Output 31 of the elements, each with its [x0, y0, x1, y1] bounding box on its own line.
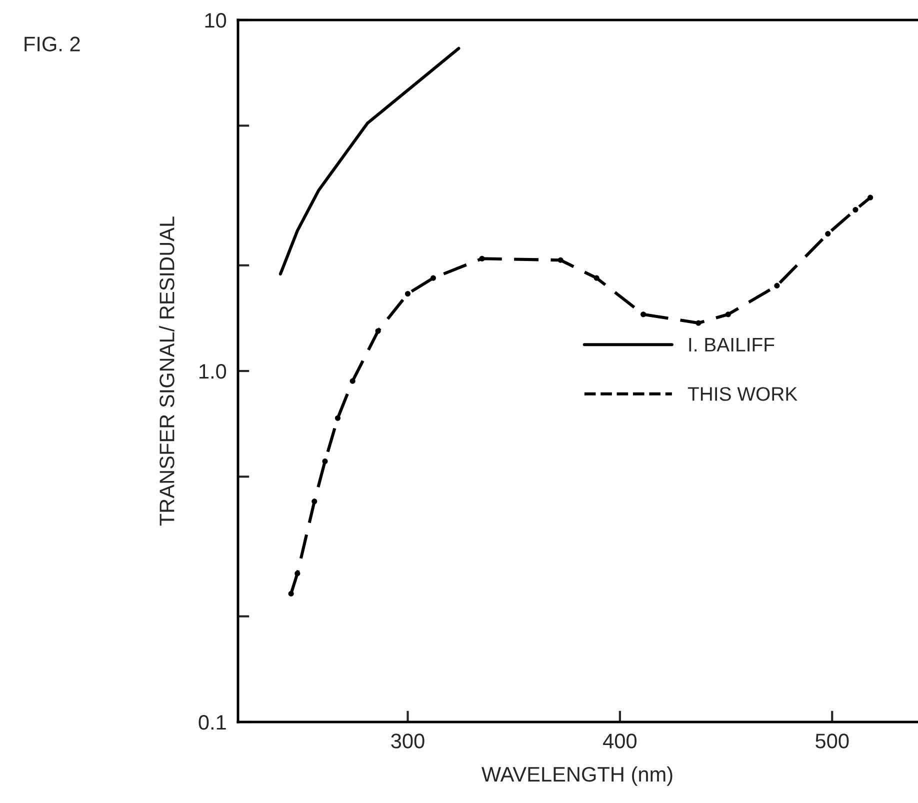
- point: [825, 231, 831, 237]
- point: [404, 290, 411, 297]
- point: [334, 415, 341, 421]
- point: [322, 458, 328, 464]
- point: [430, 275, 436, 281]
- point: [312, 498, 318, 504]
- point: [479, 256, 485, 262]
- x-tick-label: 500: [816, 734, 849, 748]
- text: FIG. 2: [24, 36, 80, 52]
- y-axis-title: TRANSFER SIGNAL/ RESIDUAL: [159, 216, 174, 526]
- point: [288, 590, 294, 596]
- point: [868, 194, 874, 200]
- point: [350, 378, 356, 384]
- point: [558, 257, 564, 263]
- x-tick-label: 400: [603, 734, 637, 748]
- point: [294, 570, 300, 576]
- point: [375, 328, 381, 334]
- x-axis-title: WAVELENGTH (nm): [482, 766, 672, 786]
- point: [696, 320, 702, 326]
- y-tick-label: 0.1: [198, 715, 226, 730]
- point: [594, 275, 600, 281]
- point: [640, 312, 646, 318]
- y-tick-label: 1.0: [200, 364, 226, 379]
- point: [774, 282, 780, 288]
- y-tick-label: 10: [205, 13, 226, 28]
- point: [725, 312, 731, 318]
- legend-label: THIS WORK: [688, 387, 798, 401]
- x-tick-label: 300: [391, 734, 424, 748]
- line-series: [278, 46, 460, 276]
- legend-label: I. BAILIFF: [689, 338, 774, 352]
- point: [852, 206, 858, 213]
